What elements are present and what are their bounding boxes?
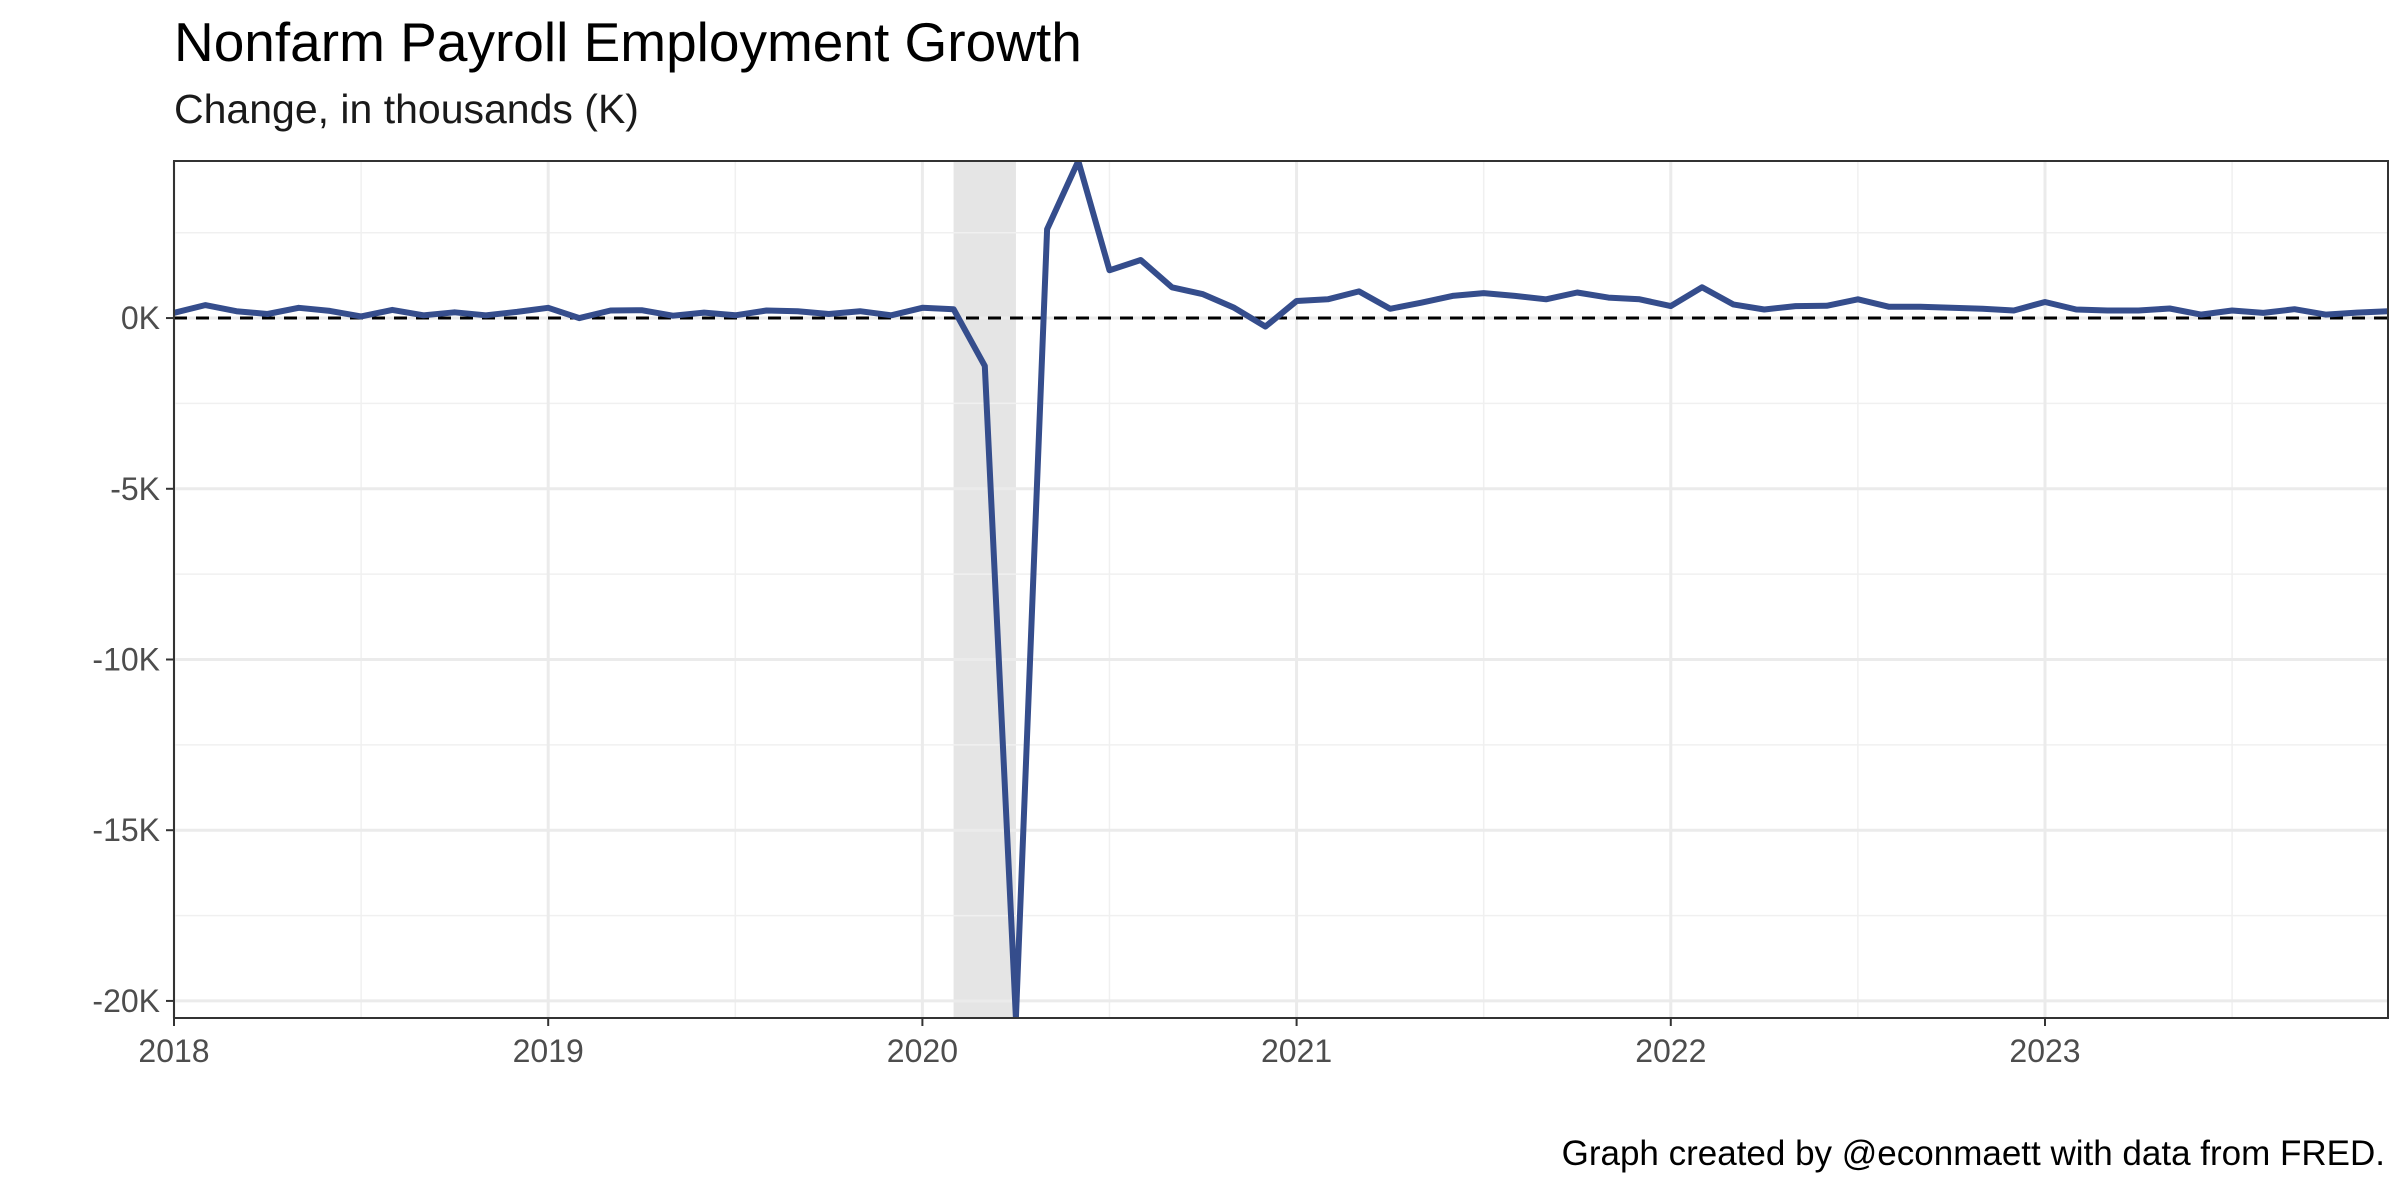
x-tick-label: 2023 (2009, 1033, 2080, 1069)
y-tick-label: -20K (92, 983, 160, 1019)
recession-shading (953, 161, 1016, 1018)
series-line-0 (174, 161, 2388, 1018)
y-tick-label: -15K (92, 812, 160, 848)
y-tick-label: -5K (110, 471, 160, 507)
y-tick-label: -10K (92, 641, 160, 677)
chart-subtitle: Change, in thousands (K) (174, 86, 639, 132)
x-tick-label: 2022 (1635, 1033, 1706, 1069)
chart-caption: Graph created by @econmaett with data fr… (1561, 1134, 2385, 1173)
x-tick-label: 2020 (887, 1033, 958, 1069)
y-tick-label: 0K (121, 300, 160, 336)
chart-title: Nonfarm Payroll Employment Growth (174, 11, 1082, 73)
x-tick-label: 2021 (1261, 1033, 1332, 1069)
x-tick-label: 2019 (513, 1033, 584, 1069)
x-tick-label: 2018 (138, 1033, 209, 1069)
plot-border (173, 160, 2389, 1019)
plot-background (174, 161, 2388, 1018)
